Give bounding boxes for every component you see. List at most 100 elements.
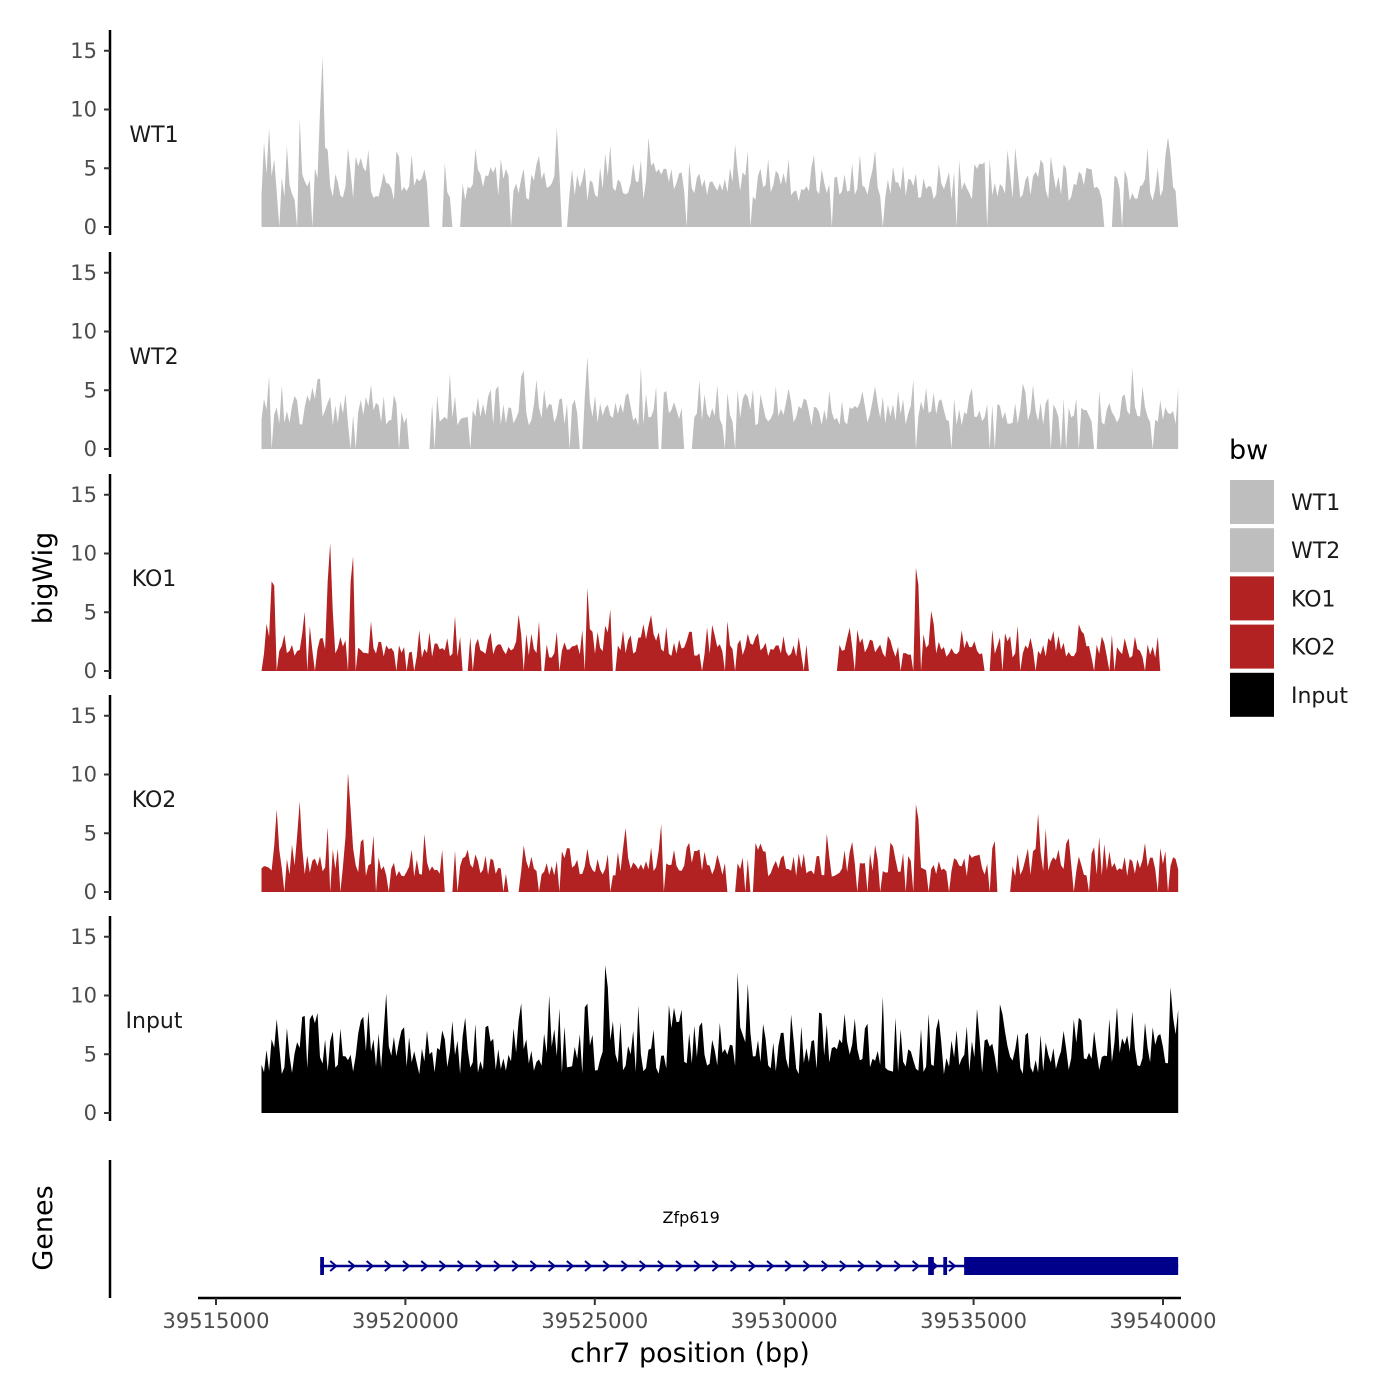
- legend-swatch: [1230, 624, 1274, 669]
- strand-chevron: [857, 1260, 866, 1272]
- y-tick-label: 0: [84, 215, 97, 239]
- strand-chevron: [948, 1260, 957, 1272]
- strand-chevron: [529, 1260, 538, 1272]
- strand-chevron: [402, 1260, 411, 1272]
- coverage-area-ko2: [261, 772, 1179, 892]
- legend-entry-ko2: KO2: [1230, 624, 1336, 669]
- strand-chevron: [365, 1260, 375, 1272]
- gene-zfp619: Zfp619: [320, 1208, 1179, 1275]
- strand-chevron: [657, 1260, 666, 1272]
- y-axis-title: bigWig: [28, 532, 59, 625]
- y-tick-label: 15: [70, 483, 97, 507]
- gene-exon: [928, 1257, 934, 1275]
- y-tick-label: 0: [84, 659, 97, 683]
- y-tick-label: 15: [70, 704, 97, 728]
- legend-label: KO2: [1291, 636, 1336, 661]
- strand-chevron: [493, 1260, 502, 1272]
- y-tick-label: 10: [70, 542, 97, 566]
- legend-label: KO1: [1291, 587, 1336, 612]
- strand-chevron: [729, 1260, 739, 1272]
- strand-chevron: [347, 1260, 356, 1272]
- strand-chevron: [602, 1260, 611, 1272]
- strand-chevron: [329, 1260, 338, 1272]
- legend-swatch: [1230, 480, 1274, 524]
- track-label-input: Input: [126, 1009, 183, 1034]
- x-axis-ticks: 39515000 39520000 39525000 39530000 39535000…: [163, 1298, 1217, 1333]
- legend: bw WT1 WT2 KO1 KO2 Input: [1229, 435, 1348, 717]
- legend-entry-wt1: WT1: [1230, 480, 1340, 524]
- legend-entry-wt2: WT2: [1230, 528, 1340, 573]
- gene-name-label: Zfp619: [663, 1208, 720, 1227]
- x-tick-label: 39535000: [920, 1309, 1027, 1333]
- legend-entry-ko1: KO1: [1230, 576, 1336, 621]
- strand-chevron: [693, 1260, 702, 1272]
- strand-chevron: [547, 1260, 557, 1272]
- legend-swatch: [1230, 672, 1274, 717]
- y-tick-label: 0: [84, 1101, 97, 1125]
- strand-chevron: [475, 1260, 484, 1272]
- y-tick-label: 0: [84, 880, 97, 904]
- strand-chevron: [620, 1260, 629, 1272]
- x-tick-label: 39525000: [541, 1309, 648, 1333]
- strand-chevron: [875, 1260, 884, 1272]
- x-tick-label: 39520000: [352, 1309, 459, 1333]
- strand-chevron: [675, 1260, 684, 1272]
- strand-chevron: [766, 1260, 775, 1272]
- y-tick-label: 5: [84, 156, 97, 180]
- x-tick-label: 39515000: [163, 1309, 270, 1333]
- legend-title: bw: [1229, 435, 1268, 466]
- legend-swatch: [1230, 528, 1274, 573]
- coverage-tracks: 0 5 10 15 WT1 0 5 10 15 WT2 0 5 10 15 KO1 0 5 10 15 KO2 0 5 10…: [70, 30, 1179, 1125]
- coverage-area-wt2: [261, 356, 1179, 449]
- gene-exon: [320, 1257, 324, 1275]
- gene-exon: [964, 1257, 1179, 1275]
- strand-chevron: [584, 1260, 593, 1272]
- y-tick-label: 0: [84, 437, 97, 461]
- strand-chevron: [784, 1260, 793, 1272]
- gene-panel: Genes Zfp619: [28, 1160, 1179, 1298]
- strand-chevron: [638, 1260, 648, 1272]
- y-tick-label: 10: [70, 98, 97, 122]
- track-input: 0 5 10 15 Input: [70, 916, 1179, 1125]
- strand-chevron: [438, 1260, 447, 1272]
- y-tick-label: 5: [84, 1042, 97, 1066]
- genes-panel-title: Genes: [28, 1185, 59, 1270]
- track-wt1: 0 5 10 15 WT1: [70, 30, 1179, 239]
- strand-chevron: [566, 1260, 575, 1272]
- strand-chevron: [893, 1260, 902, 1272]
- strand-chevron: [802, 1260, 811, 1272]
- strand-chevron: [511, 1260, 520, 1272]
- y-tick-label: 15: [70, 39, 97, 63]
- strand-chevron: [384, 1260, 393, 1272]
- y-tick-label: 15: [70, 925, 97, 949]
- strand-chevron: [420, 1260, 429, 1272]
- legend-label: Input: [1291, 684, 1348, 709]
- track-wt2: 0 5 10 15 WT2: [70, 252, 1179, 461]
- track-label-wt1: WT1: [129, 123, 178, 148]
- strand-chevron: [456, 1260, 466, 1272]
- legend-label: WT2: [1291, 539, 1340, 564]
- strand-chevron: [748, 1260, 757, 1272]
- strand-chevron: [711, 1260, 720, 1272]
- y-tick-label: 15: [70, 261, 97, 285]
- gene-models: Zfp619: [320, 1208, 1179, 1275]
- legend-swatch: [1230, 576, 1274, 621]
- y-tick-label: 10: [70, 984, 97, 1008]
- track-label-wt2: WT2: [129, 345, 178, 370]
- y-tick-label: 5: [84, 821, 97, 845]
- legend-label: WT1: [1291, 491, 1340, 516]
- track-ko1: 0 5 10 15 KO1: [70, 474, 1179, 683]
- strand-chevron: [820, 1260, 830, 1272]
- y-tick-label: 5: [84, 378, 97, 402]
- strand-chevron: [911, 1260, 921, 1272]
- track-label-ko1: KO1: [132, 567, 177, 592]
- gene-exon: [943, 1257, 948, 1275]
- coverage-area-wt1: [261, 56, 1179, 228]
- y-tick-label: 5: [84, 600, 97, 624]
- x-axis-title: chr7 position (bp): [570, 1338, 810, 1369]
- x-tick-label: 39530000: [731, 1309, 838, 1333]
- y-tick-label: 10: [70, 320, 97, 344]
- x-tick-label: 39540000: [1110, 1309, 1217, 1333]
- coverage-area-input: [261, 965, 1179, 1113]
